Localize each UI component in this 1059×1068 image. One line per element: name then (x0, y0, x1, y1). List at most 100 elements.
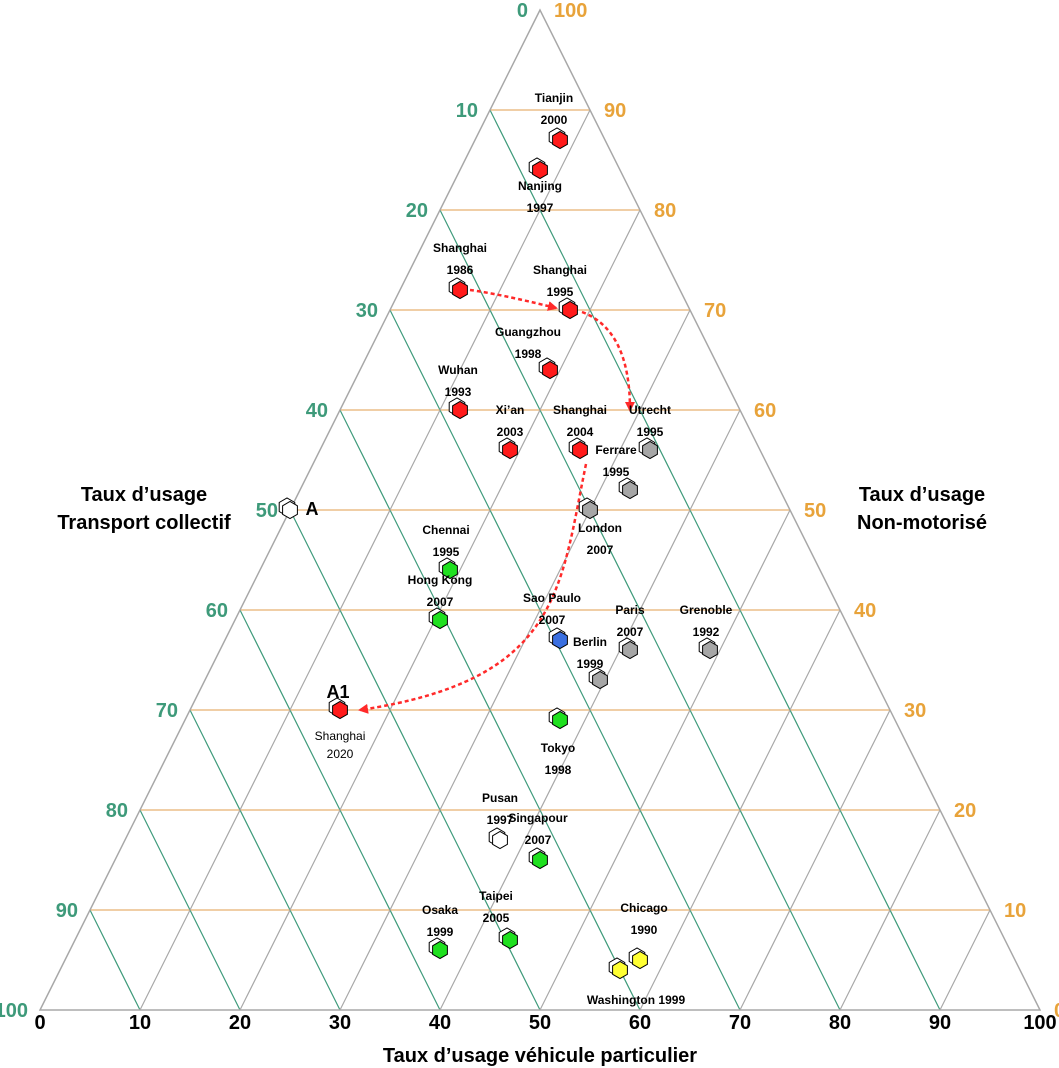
tick-vehicle: 10 (129, 1012, 151, 1034)
tick-collective: 60 (206, 600, 228, 622)
point-marker (552, 130, 568, 150)
grid-line-diag-b (439, 409, 741, 1011)
tick-collective: 40 (306, 400, 328, 422)
point-label: Shanghai (533, 263, 587, 277)
point-label: Chennai (422, 523, 469, 537)
point-label: Sao Paulo (523, 591, 581, 605)
tick-nonmotor: 30 (904, 700, 926, 722)
data-point: Nanjing 1997 (518, 157, 562, 215)
data-point: Washington 1999 (587, 957, 686, 1007)
tick-collective: 30 (356, 300, 378, 322)
point-label: 2007 (617, 625, 644, 639)
tick-nonmotor: 60 (754, 400, 776, 422)
point-label: 2004 (567, 425, 594, 439)
point-label: A (306, 499, 319, 519)
data-point: Osaka 1999 (422, 903, 458, 960)
data-point: Grenoble 1992 (680, 603, 733, 660)
grid-line-diag-b (839, 809, 941, 1011)
point-label: 1995 (603, 465, 630, 479)
point-label: 2007 (539, 613, 566, 627)
data-point: London 2007 (578, 497, 622, 557)
point-label: 2020 (327, 747, 354, 761)
data-point: Guangzhou 1998 (495, 325, 561, 380)
point-label: Singapour (508, 811, 568, 825)
bottom-axis-title: Taux d’usage véhicule particulier (383, 1045, 697, 1067)
grid-line-diag-a (489, 109, 941, 1011)
point-label: 1995 (637, 425, 664, 439)
point-marker (612, 960, 628, 980)
grid-line-diag-b (739, 709, 891, 1011)
grid-line-diag-a (89, 909, 141, 1011)
grid-line-diag-b (939, 909, 991, 1011)
point-label: 1992 (693, 625, 720, 639)
tick-vehicle: 30 (329, 1012, 351, 1034)
point-marker (582, 500, 598, 520)
point-label: Osaka (422, 903, 458, 917)
arrow-2004-2020 (358, 463, 588, 714)
point-label: 1995 (433, 545, 460, 559)
point-label: 2005 (483, 911, 510, 925)
point-marker (622, 640, 638, 660)
tick-nonmotor: 10 (1004, 900, 1026, 922)
tick-vehicle: 90 (929, 1012, 951, 1034)
point-marker (542, 360, 558, 380)
point-marker (432, 940, 448, 960)
point-label: Taipei (479, 889, 513, 903)
tick-nonmotor: 20 (954, 800, 976, 822)
data-point: Tianjin 2000 (535, 91, 573, 150)
data-point: Chennai 1995 (422, 523, 470, 580)
data-point: Hong Kong 2007 (408, 573, 472, 630)
point-marker (702, 640, 718, 660)
tick-collective: 80 (106, 800, 128, 822)
point-marker (562, 300, 578, 320)
point-marker (622, 480, 638, 500)
tick-vehicle: 60 (629, 1012, 651, 1034)
point-marker (642, 440, 658, 460)
point-marker (532, 850, 548, 870)
tick-vehicle: 0 (34, 1012, 45, 1034)
point-label: Washington 1999 (587, 993, 686, 1007)
tick-collective: 100 (0, 1000, 28, 1022)
point-label: 1999 (427, 925, 454, 939)
point-label: Ferrare (595, 443, 637, 457)
grid-line-diag-b (339, 309, 691, 1011)
point-marker (492, 830, 508, 850)
point-marker (282, 500, 298, 520)
grid-line-diag-b (139, 109, 591, 1011)
point-label: Shanghai (553, 403, 607, 417)
data-point: Taipei 2005 (479, 889, 518, 950)
point-label: 2003 (497, 425, 524, 439)
data-point: Chicago 1990 (620, 901, 668, 970)
data-point: Berlin 1999 (573, 635, 608, 690)
data-point: Wuhan 1993 (438, 363, 478, 420)
point-marker (432, 610, 448, 630)
trajectory-arrows (358, 288, 635, 714)
point-label: Grenoble (680, 603, 733, 617)
point-marker (552, 710, 568, 730)
data-point: Pusan 1997 (482, 791, 518, 850)
data-point: Tokyo 1998 (541, 707, 575, 777)
tick-collective: 90 (56, 900, 78, 922)
point-marker (552, 630, 568, 650)
left-axis-title-line1: Taux d’usage (81, 484, 207, 506)
point-label: 1993 (445, 385, 472, 399)
data-point: Xi’an 2003 (496, 403, 524, 460)
tick-nonmotor: 40 (854, 600, 876, 622)
point-label: 2000 (541, 113, 568, 127)
point-marker (572, 440, 588, 460)
tick-nonmotor: 0 (1054, 1000, 1059, 1022)
point-marker (332, 700, 348, 720)
point-marker (452, 400, 468, 420)
tick-vehicle: 70 (729, 1012, 751, 1034)
tick-collective: 0 (517, 0, 528, 22)
right-axis-title-line1: Taux d’usage (859, 484, 985, 506)
tick-collective: 10 (456, 100, 478, 122)
point-marker (592, 670, 608, 690)
point-marker (442, 560, 458, 580)
tick-collective: 50 (256, 500, 278, 522)
point-label: Guangzhou (495, 325, 561, 339)
point-label: 1998 (515, 347, 542, 361)
data-point: Shanghai 1995 (533, 263, 587, 320)
